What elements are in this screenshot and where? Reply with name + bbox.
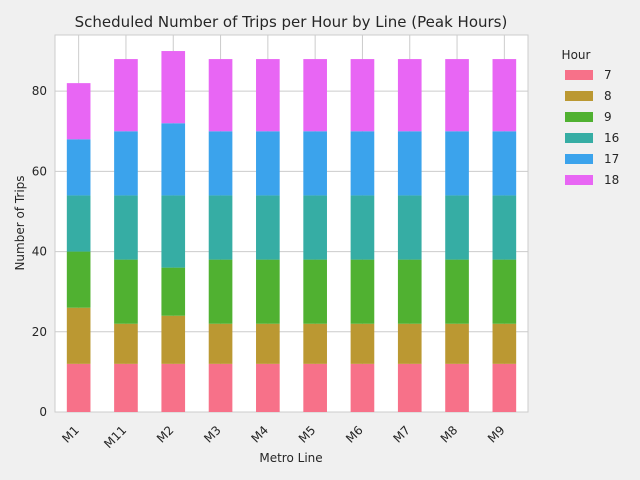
bar-segment-M3-hour-18 xyxy=(208,59,233,132)
bar-segment-M8-hour-17 xyxy=(445,131,469,196)
legend-label-7: 7 xyxy=(604,68,612,82)
legend: Hour 7 8 9 16 17 18 xyxy=(562,48,620,187)
bar-segment-M5-hour-16 xyxy=(303,195,327,260)
legend-items: 7 8 9 16 17 18 xyxy=(565,68,619,187)
bar-segment-M9-hour-16 xyxy=(492,195,517,260)
legend-label-17: 17 xyxy=(604,152,619,166)
bar-segment-M8-hour-8 xyxy=(445,323,469,364)
bar-segment-M8-hour-16 xyxy=(445,195,469,260)
legend-swatch-16 xyxy=(565,133,593,143)
bar-segment-M4-hour-8 xyxy=(256,323,280,364)
x-tick-label: M5 xyxy=(296,423,319,446)
bar-segment-M3-hour-16 xyxy=(208,195,233,260)
bar-segment-M4-hour-16 xyxy=(256,195,280,260)
x-tick-label: M2 xyxy=(154,423,177,446)
y-axis-ticks: 0 20 40 60 80 xyxy=(32,84,47,419)
bar-segment-M3-hour-8 xyxy=(208,323,233,364)
x-tick-label: M8 xyxy=(438,423,461,446)
bar-segment-M6-hour-16 xyxy=(350,195,375,260)
x-tick-label: M4 xyxy=(249,423,272,446)
bar-segment-M7-hour-9 xyxy=(397,259,422,324)
bar-segment-M4-hour-17 xyxy=(256,131,280,196)
bar-segment-M7-hour-8 xyxy=(397,323,422,364)
legend-swatch-18 xyxy=(565,175,593,185)
bar-segment-M9-hour-17 xyxy=(492,131,517,196)
bar-segment-M1-hour-18 xyxy=(66,83,91,140)
bar-segment-M7-hour-17 xyxy=(397,131,422,196)
bar-segment-M11-hour-8 xyxy=(114,323,138,364)
bar-segment-M3-hour-9 xyxy=(208,259,233,324)
bar-segment-M5-hour-8 xyxy=(303,323,327,364)
x-tick-label: M1 xyxy=(59,423,82,446)
x-tick-label: M7 xyxy=(390,423,413,446)
bar-segment-M1-hour-7 xyxy=(66,363,91,412)
bar-segment-M11-hour-18 xyxy=(114,59,138,132)
legend-swatch-17 xyxy=(565,154,593,164)
bar-segment-M2-hour-16 xyxy=(161,195,186,268)
bar-segment-M1-hour-16 xyxy=(66,195,91,252)
y-axis-label: Number of Trips xyxy=(13,175,27,270)
bar-segment-M7-hour-18 xyxy=(397,59,422,132)
bar-segment-M6-hour-7 xyxy=(350,363,375,412)
bar-segment-M11-hour-16 xyxy=(114,195,138,260)
bar-segment-M11-hour-17 xyxy=(114,131,138,196)
bar-segment-M4-hour-7 xyxy=(256,363,280,412)
bar-segment-M7-hour-16 xyxy=(397,195,422,260)
bar-segment-M2-hour-7 xyxy=(161,363,186,412)
bar-segment-M8-hour-18 xyxy=(445,59,469,132)
legend-label-18: 18 xyxy=(604,173,619,187)
bar-segment-M2-hour-17 xyxy=(161,123,186,196)
legend-swatch-8 xyxy=(565,91,593,101)
legend-swatch-9 xyxy=(565,112,593,122)
bars xyxy=(66,51,517,412)
legend-label-16: 16 xyxy=(604,131,619,145)
bar-segment-M9-hour-7 xyxy=(492,363,517,412)
chart-title: Scheduled Number of Trips per Hour by Li… xyxy=(75,13,508,31)
y-tick-label: 80 xyxy=(32,84,47,98)
bar-segment-M9-hour-8 xyxy=(492,323,517,364)
bar-segment-M8-hour-9 xyxy=(445,259,469,324)
bar-segment-M7-hour-7 xyxy=(397,363,422,412)
bar-segment-M2-hour-9 xyxy=(161,267,186,316)
x-axis-ticks: M1 M11 M2 M3 M4 M5 M6 M7 M8 M9 xyxy=(59,423,507,451)
bar-segment-M3-hour-7 xyxy=(208,363,233,412)
legend-title: Hour xyxy=(562,48,591,62)
bar-segment-M6-hour-9 xyxy=(350,259,375,324)
bar-segment-M2-hour-8 xyxy=(161,315,186,364)
y-tick-label: 20 xyxy=(32,325,47,339)
bar-segment-M5-hour-9 xyxy=(303,259,327,324)
bar-segment-M1-hour-9 xyxy=(66,251,91,308)
bar-segment-M4-hour-18 xyxy=(256,59,280,132)
bar-segment-M6-hour-8 xyxy=(350,323,375,364)
y-tick-label: 40 xyxy=(32,245,47,259)
bar-segment-M1-hour-8 xyxy=(66,307,91,364)
bar-segment-M5-hour-7 xyxy=(303,363,327,412)
x-axis-label: Metro Line xyxy=(259,451,322,465)
legend-swatch-7 xyxy=(565,70,593,80)
bar-segment-M11-hour-9 xyxy=(114,259,138,324)
bar-segment-M8-hour-7 xyxy=(445,363,469,412)
y-tick-label: 60 xyxy=(32,164,47,178)
bar-segment-M5-hour-17 xyxy=(303,131,327,196)
y-tick-label: 0 xyxy=(39,405,47,419)
bar-segment-M9-hour-9 xyxy=(492,259,517,324)
x-tick-label: M6 xyxy=(343,423,366,446)
bar-segment-M6-hour-17 xyxy=(350,131,375,196)
legend-label-9: 9 xyxy=(604,110,612,124)
bar-segment-M11-hour-7 xyxy=(114,363,138,412)
bar-segment-M1-hour-17 xyxy=(66,139,91,196)
x-tick-label: M3 xyxy=(201,423,224,446)
bar-segment-M6-hour-18 xyxy=(350,59,375,132)
bar-segment-M5-hour-18 xyxy=(303,59,327,132)
bar-segment-M2-hour-18 xyxy=(161,51,186,124)
x-tick-label: M11 xyxy=(101,423,129,451)
legend-label-8: 8 xyxy=(604,89,612,103)
bar-segment-M9-hour-18 xyxy=(492,59,517,132)
x-tick-label: M9 xyxy=(485,423,508,446)
bar-segment-M3-hour-17 xyxy=(208,131,233,196)
bar-segment-M4-hour-9 xyxy=(256,259,280,324)
